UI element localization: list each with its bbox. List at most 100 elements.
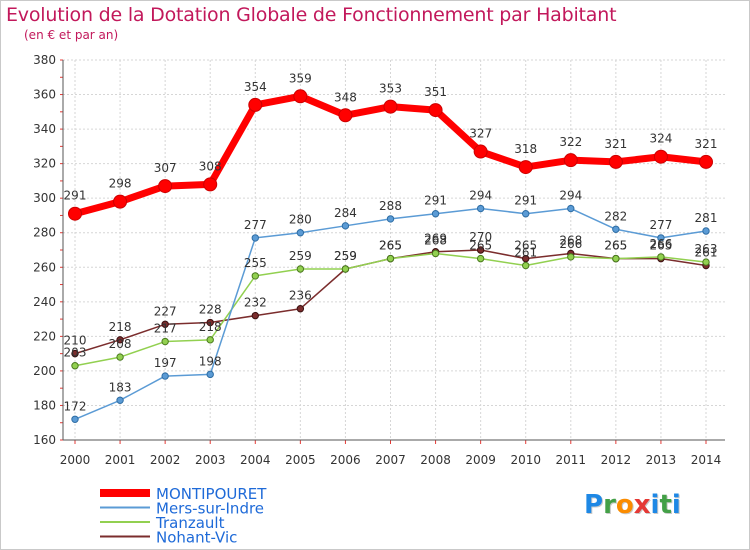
data-point-tranzault [161, 337, 169, 346]
data-label-nohant-vic: 265 [649, 239, 672, 253]
data-point-montipouret [383, 99, 398, 114]
x-tick-label: 2005 [285, 453, 316, 467]
data-label-montipouret: 348 [334, 90, 357, 104]
legend-label: Tranzault [155, 514, 225, 532]
data-point-montipouret [158, 179, 173, 194]
x-tick-label: 2004 [240, 453, 271, 467]
data-point-montipouret [699, 154, 713, 169]
data-label-tranzault: 259 [334, 249, 357, 263]
data-label-montipouret: 354 [244, 80, 267, 94]
plot-area [63, 60, 725, 440]
data-point-montipouret [518, 160, 533, 175]
data-label-nohant-vic: 269 [424, 232, 447, 246]
data-label-nohant-vic: 265 [604, 239, 627, 253]
x-tick-label: 2006 [330, 453, 361, 467]
data-label-mers-sur-indre: 277 [244, 218, 267, 232]
data-label-mers-sur-indre: 183 [109, 380, 132, 394]
data-label-montipouret: 307 [154, 161, 177, 175]
data-point-tranzault [251, 272, 259, 280]
x-tick-label: 2014 [691, 453, 722, 467]
data-point-tranzault [612, 254, 620, 263]
data-label-montipouret: 298 [109, 177, 132, 191]
x-tick-label: 2001 [105, 453, 136, 467]
data-label-nohant-vic: 210 [64, 334, 87, 348]
data-point-montipouret [68, 206, 82, 221]
data-point-tranzault [296, 265, 305, 273]
x-tick-label: 2003 [195, 453, 226, 467]
data-label-montipouret: 291 [64, 189, 87, 203]
data-point-mers-sur-indre [116, 396, 124, 404]
data-label-nohant-vic: 227 [154, 304, 177, 318]
data-point-tranzault [657, 253, 665, 261]
data-label-mers-sur-indre: 294 [559, 189, 582, 203]
data-label-montipouret: 308 [199, 159, 222, 173]
data-point-mers-sur-indre [567, 204, 575, 213]
y-tick-label: 300 [33, 191, 56, 205]
y-tick-label: 280 [33, 226, 56, 240]
data-label-mers-sur-indre: 172 [64, 399, 87, 413]
x-tick-label: 2008 [420, 453, 451, 467]
data-point-montipouret [653, 149, 668, 164]
data-point-mers-sur-indre [657, 234, 665, 242]
data-point-montipouret [203, 177, 218, 192]
data-point-nohant-vic [522, 254, 530, 263]
x-tick-label: 2013 [646, 453, 677, 467]
data-label-montipouret: 318 [514, 142, 537, 156]
data-point-nohant-vic [476, 246, 485, 254]
data-label-nohant-vic: 268 [559, 233, 582, 247]
data-point-mers-sur-indre [702, 227, 710, 235]
data-label-montipouret: 327 [469, 127, 492, 141]
y-tick-label: 380 [33, 53, 56, 67]
data-label-tranzault: 255 [244, 256, 267, 270]
data-label-mers-sur-indre: 281 [695, 211, 718, 225]
data-label-nohant-vic: 218 [109, 320, 132, 334]
data-label-montipouret: 324 [649, 132, 672, 146]
y-tick-label: 220 [33, 329, 56, 343]
data-label-tranzault: 261 [514, 246, 537, 260]
data-label-tranzault: 266 [649, 237, 672, 251]
data-point-mers-sur-indre [431, 210, 440, 218]
data-point-montipouret [248, 97, 263, 112]
data-point-mers-sur-indre [206, 370, 214, 379]
y-tick-label: 320 [33, 157, 56, 171]
data-point-nohant-vic [296, 305, 305, 313]
proxiti-logo: Proxiti [584, 490, 681, 520]
legend-label: MONTIPOURET [156, 485, 267, 503]
data-label-tranzault: 266 [559, 237, 582, 251]
data-label-tranzault: 208 [109, 337, 132, 351]
data-label-nohant-vic: 270 [469, 230, 492, 244]
data-label-montipouret: 351 [424, 85, 447, 99]
data-point-tranzault [567, 253, 575, 261]
logo-letter: P [584, 490, 604, 520]
logo-letter: t [659, 490, 672, 520]
logo-letter: i [650, 490, 660, 520]
data-point-tranzault [116, 353, 124, 361]
y-tick-label: 180 [33, 398, 56, 412]
data-label-mers-sur-indre: 291 [514, 194, 537, 208]
data-label-tranzault: 217 [154, 322, 177, 336]
data-label-mers-sur-indre: 198 [199, 354, 222, 368]
data-point-mers-sur-indre [612, 225, 620, 233]
data-label-tranzault: 218 [199, 320, 222, 334]
y-tick-label: 200 [33, 364, 56, 378]
data-label-montipouret: 322 [559, 135, 582, 149]
data-label-tranzault: 268 [424, 233, 447, 247]
data-point-tranzault [476, 254, 485, 263]
data-label-tranzault: 203 [64, 346, 87, 360]
data-point-montipouret [338, 108, 353, 123]
data-label-montipouret: 359 [289, 71, 312, 85]
legend-label: Mers-sur-Indre [156, 500, 264, 518]
data-label-mers-sur-indre: 284 [334, 206, 357, 220]
data-point-montipouret [563, 153, 578, 168]
data-point-tranzault [702, 258, 710, 266]
data-label-nohant-vic: 265 [514, 239, 537, 253]
x-tick-label: 2007 [375, 453, 406, 467]
data-point-tranzault [386, 254, 395, 263]
data-point-tranzault [71, 362, 79, 370]
x-tick-label: 2010 [510, 453, 541, 467]
x-tick-label: 2002 [150, 453, 181, 467]
logo-letter: i [671, 490, 681, 520]
data-label-montipouret: 353 [379, 82, 402, 96]
data-label-tranzault: 263 [695, 242, 718, 256]
